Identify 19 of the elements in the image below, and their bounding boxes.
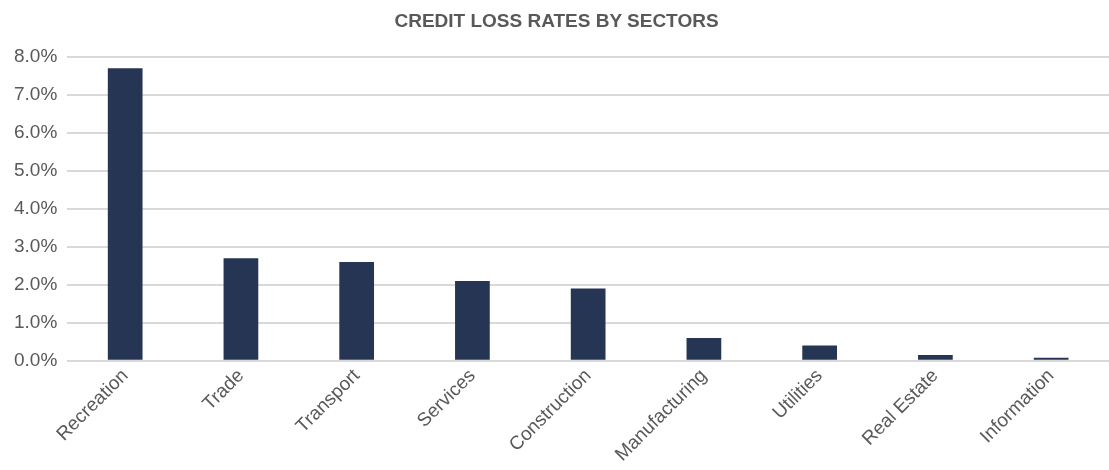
- y-tick-label: 2.0%: [13, 272, 58, 294]
- bar: [802, 345, 837, 360]
- y-tick-label: 4.0%: [13, 197, 58, 219]
- y-tick-label: 0.0%: [13, 348, 58, 370]
- bar: [686, 337, 722, 360]
- bar: [223, 258, 259, 360]
- y-tick-label: 5.0%: [13, 159, 58, 181]
- bar: [107, 68, 143, 360]
- bar: [918, 355, 953, 360]
- chart-title: CREDIT LOSS RATES BY SECTORS: [394, 9, 719, 31]
- bar: [570, 288, 606, 360]
- y-tick-label: 7.0%: [13, 83, 58, 105]
- bar: [455, 280, 490, 360]
- y-tick-label: 1.0%: [13, 310, 58, 332]
- y-tick-label: 8.0%: [13, 45, 58, 67]
- y-tick-label: 6.0%: [13, 121, 58, 143]
- bar: [339, 261, 375, 360]
- bar: [1033, 357, 1069, 360]
- y-tick-label: 3.0%: [13, 235, 58, 256]
